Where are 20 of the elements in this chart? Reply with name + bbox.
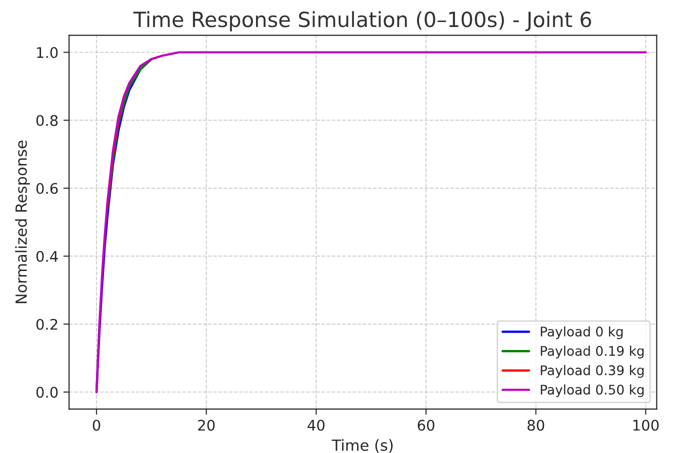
y-tick-label: 0.2 bbox=[36, 318, 58, 330]
legend-label: Payload 0 kg bbox=[540, 326, 623, 340]
x-tick-label: 0 bbox=[92, 420, 100, 431]
x-axis-title: Time (s) bbox=[332, 439, 393, 453]
y-axis-title: Normalized Response bbox=[15, 140, 30, 304]
x-tick-label: 100 bbox=[633, 420, 659, 431]
x-tick-label: 60 bbox=[418, 420, 434, 431]
y-tick-label: 0.0 bbox=[36, 386, 58, 398]
x-tick-label: 20 bbox=[198, 420, 215, 431]
x-tick-label: 80 bbox=[528, 420, 544, 431]
legend-label: Payload 0.19 kg bbox=[540, 346, 644, 358]
y-tick-label: 0.6 bbox=[36, 182, 58, 194]
y-tick-label: 0.4 bbox=[36, 250, 58, 262]
chart-title: Time Response Simulation (0–100s) - Joint 6 bbox=[133, 11, 592, 32]
y-tick-label: 0.8 bbox=[36, 114, 58, 126]
line-series bbox=[106, 58, 153, 210]
x-tick-label: 40 bbox=[308, 420, 324, 431]
legend-label: Payload 0.39 kg bbox=[540, 365, 644, 378]
legend-label: Payload 0.50 kg bbox=[540, 384, 644, 398]
y-tick-label: 1.0 bbox=[37, 47, 58, 58]
